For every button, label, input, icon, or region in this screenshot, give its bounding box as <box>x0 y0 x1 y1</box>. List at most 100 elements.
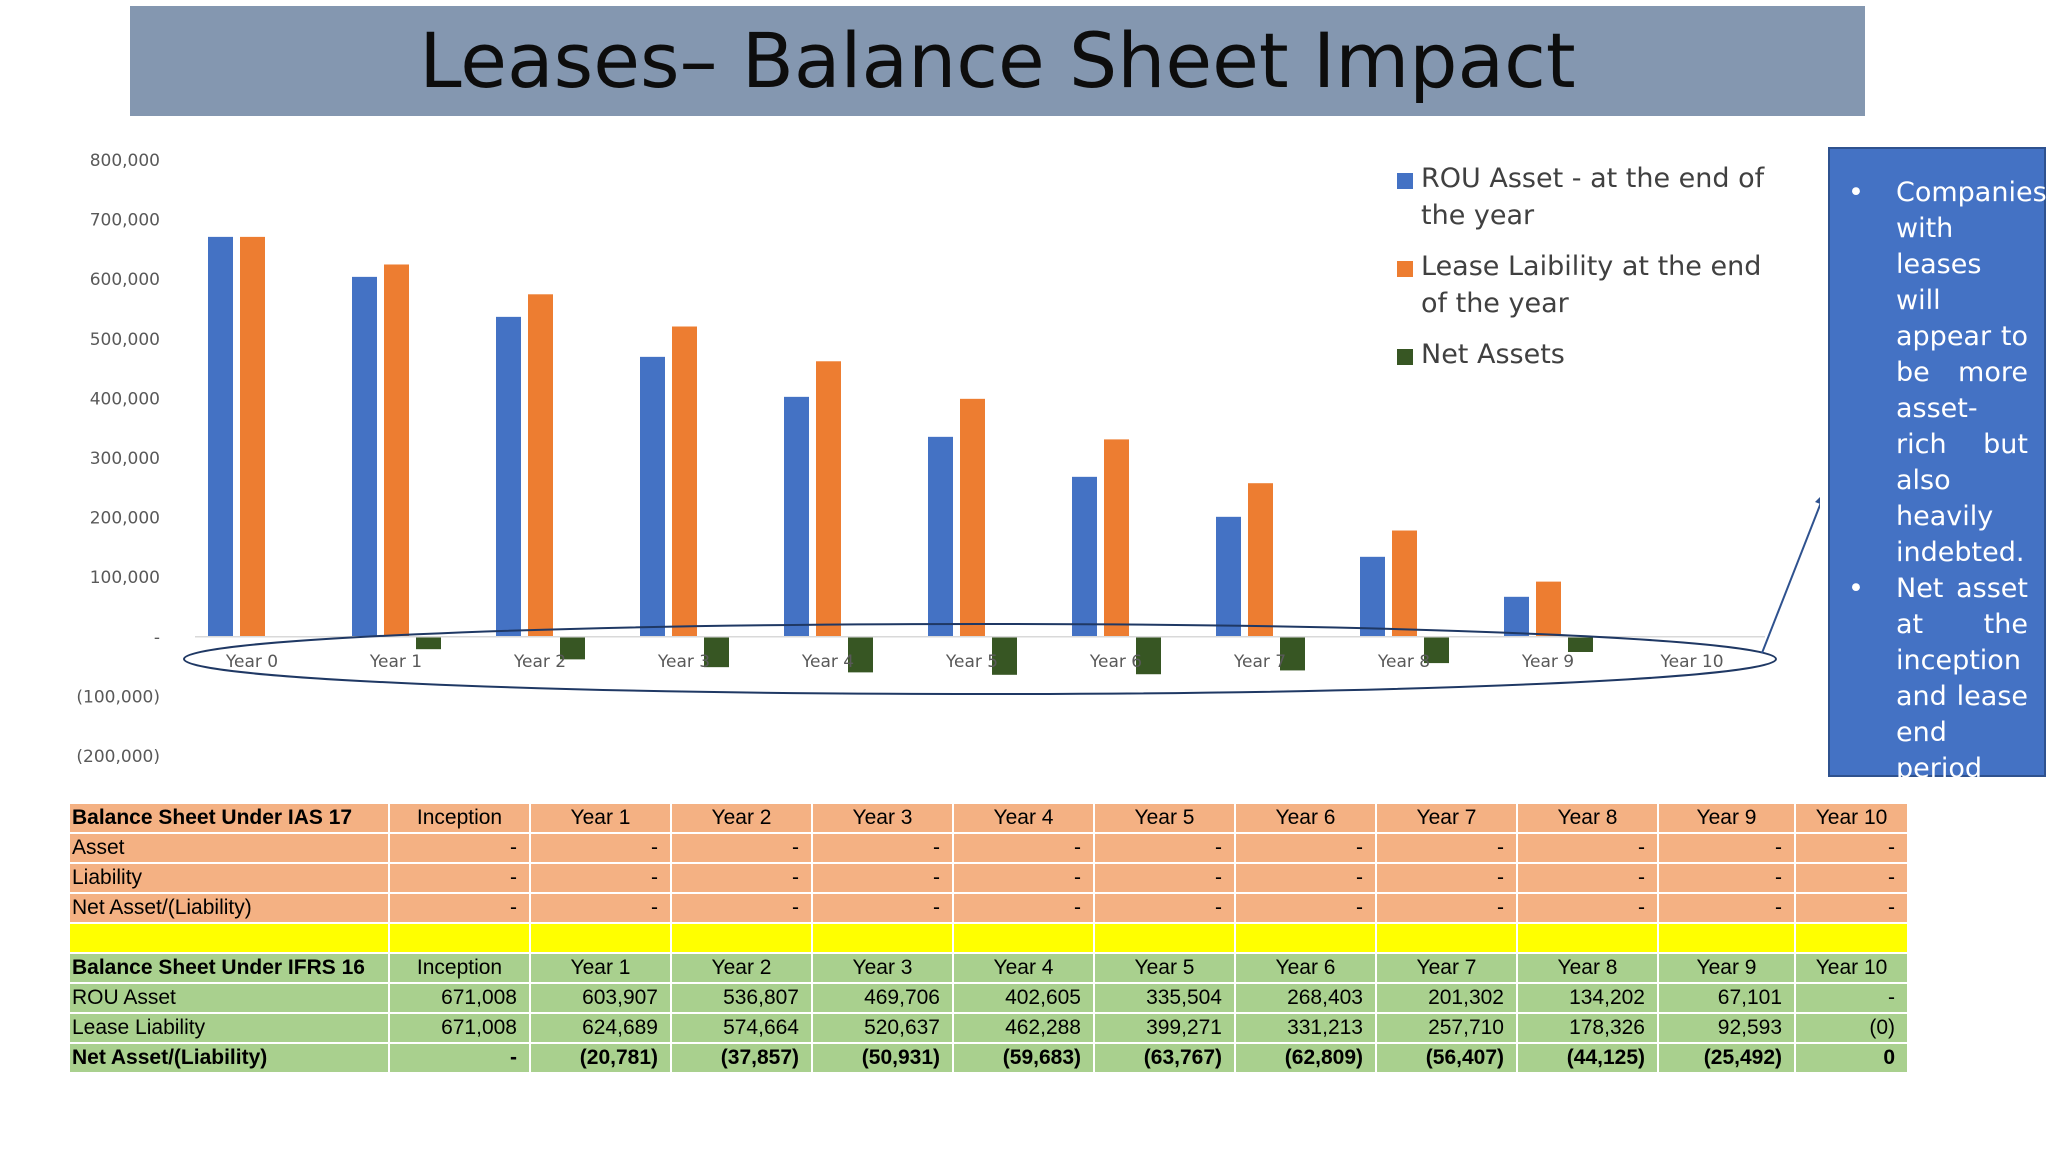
lease-liability-bar <box>1104 439 1129 637</box>
x-tick-label: Year 2 <box>513 652 566 672</box>
table-cell: 257,710 <box>1375 1012 1518 1044</box>
column-header: Year 8 <box>1516 802 1659 834</box>
legend-swatch-lease-liability <box>1397 261 1413 277</box>
table-cell: (20,781) <box>529 1042 672 1074</box>
column-header: Year 1 <box>529 952 672 984</box>
net-assets-bar <box>416 636 441 650</box>
rou-asset-bar <box>496 316 521 637</box>
column-header: Year 9 <box>1657 802 1796 834</box>
chart-legend: ROU Asset - at the end of the year Lease… <box>1395 160 1775 387</box>
table-cell: - <box>388 1042 531 1074</box>
table-cell: 201,302 <box>1375 982 1518 1014</box>
table-cell: - <box>388 862 531 894</box>
lease-liability-bar <box>1248 483 1273 637</box>
column-header: Year 3 <box>811 952 954 984</box>
lease-liability-bar <box>816 361 841 637</box>
table-cell: - <box>811 862 954 894</box>
table-cell: - <box>670 862 813 894</box>
column-header: Year 6 <box>1234 952 1377 984</box>
x-tick-label: Year 6 <box>1089 652 1142 672</box>
annotation-arrow <box>1761 502 1820 654</box>
table-cell: 671,008 <box>388 982 531 1014</box>
x-tick-label: Year 10 <box>1659 652 1723 672</box>
table-row: Lease Liability 671,008 624,689 574,664 520,… <box>68 1012 1909 1044</box>
row-label: Net Asset/(Liability) <box>68 1042 390 1074</box>
table-row: Asset - - - - - - - - - - - <box>68 832 1909 864</box>
table-cell: - <box>670 892 813 924</box>
table-cell: 335,504 <box>1093 982 1236 1014</box>
column-header: Year 10 <box>1794 802 1909 834</box>
table-cell: 603,907 <box>529 982 672 1014</box>
y-tick-label: (200,000) <box>76 747 160 767</box>
table-cell: 331,213 <box>1234 1012 1377 1044</box>
table-cell: 134,202 <box>1516 982 1659 1014</box>
slide-title: Leases– Balance Sheet Impact <box>419 16 1576 105</box>
table-title-cell: Balance Sheet Under IFRS 16 <box>68 952 390 984</box>
table-cell: - <box>1375 832 1518 864</box>
legend-label-rou-asset: ROU Asset - at the end of the year <box>1421 163 1765 231</box>
y-tick-label: 500,000 <box>90 330 160 350</box>
legend-label-lease-liability: Lease Laibility at the end of the year <box>1421 251 1762 319</box>
x-tick-label: Year 0 <box>225 652 278 672</box>
column-header: Year 5 <box>1093 952 1236 984</box>
column-header: Year 3 <box>811 802 954 834</box>
x-axis-ticks: Year 0 Year 1 Year 2 Year 3 Year 4 Year 5 Year… <box>225 652 1724 672</box>
spacer-cell <box>388 922 531 954</box>
spacer-cell <box>529 922 672 954</box>
column-header: Year 6 <box>1234 802 1377 834</box>
table-cell: (0) <box>1794 1012 1909 1044</box>
title-band: Leases– Balance Sheet Impact <box>130 6 1865 116</box>
table-cell: 574,664 <box>670 1012 813 1044</box>
table-cell: - <box>1516 862 1659 894</box>
column-header: Year 10 <box>1794 952 1909 984</box>
x-tick-label: Year 8 <box>1377 652 1430 672</box>
legend-item-net-assets: Net Assets <box>1395 336 1775 373</box>
column-header: Year 8 <box>1516 952 1659 984</box>
table-cell: - <box>952 862 1095 894</box>
y-tick-label: - <box>154 628 160 648</box>
table-cell: - <box>1516 892 1659 924</box>
y-tick-label: 100,000 <box>90 568 160 588</box>
y-tick-label: 400,000 <box>90 389 160 409</box>
rou-asset-bar <box>1216 516 1241 637</box>
table-row: ROU Asset 671,008 603,907 536,807 469,706 402… <box>68 982 1909 1014</box>
table-cell: - <box>1794 832 1909 864</box>
table-cell: 402,605 <box>952 982 1095 1014</box>
y-tick-label: (100,000) <box>76 687 160 707</box>
table-cell: - <box>529 832 672 864</box>
table-cell: - <box>1234 862 1377 894</box>
column-header: Year 2 <box>670 802 813 834</box>
table-cell: 0 <box>1794 1042 1909 1074</box>
table-cell: - <box>529 862 672 894</box>
spacer-cell <box>670 922 813 954</box>
y-tick-label: 300,000 <box>90 449 160 469</box>
note-item: • Net asset at the inception and lease en… <box>1830 571 2028 931</box>
row-label: Net Asset/(Liability) <box>68 892 390 924</box>
ifrs16-table: Balance Sheet Under IFRS 16 Inception Year… <box>68 952 1909 1074</box>
spacer-cell <box>1093 922 1236 954</box>
net-assets-bar <box>704 636 729 668</box>
balance-sheet-table: Balance Sheet Under IAS 17 Inception Year … <box>68 802 1909 1074</box>
table-cell: 67,101 <box>1657 982 1796 1014</box>
y-tick-label: 600,000 <box>90 270 160 290</box>
row-label: Liability <box>68 862 390 894</box>
bullet-icon: • <box>1848 573 1864 604</box>
chart-bars <box>208 236 1593 675</box>
net-assets-bar <box>1424 636 1449 664</box>
lease-liability-bar <box>240 236 265 637</box>
y-axis-ticks: 800,000 700,000 600,000 500,000 400,000 300,0… <box>76 151 160 767</box>
net-assets-bar <box>1568 636 1593 652</box>
rou-asset-bar <box>1360 556 1385 637</box>
annotation-arrowhead <box>1815 497 1820 504</box>
table-cell: 462,288 <box>952 1012 1095 1044</box>
table-cell: - <box>811 832 954 864</box>
rou-asset-bar <box>640 356 665 637</box>
spacer-cell <box>952 922 1095 954</box>
table-cell: - <box>388 832 531 864</box>
note-list: • Companies with leases will appear to be… <box>1830 149 2047 931</box>
column-header: Year 5 <box>1093 802 1236 834</box>
table-cell: (44,125) <box>1516 1042 1659 1074</box>
net-assets-bar <box>992 636 1017 675</box>
column-header: Year 7 <box>1375 802 1518 834</box>
table-cell: (63,767) <box>1093 1042 1236 1074</box>
